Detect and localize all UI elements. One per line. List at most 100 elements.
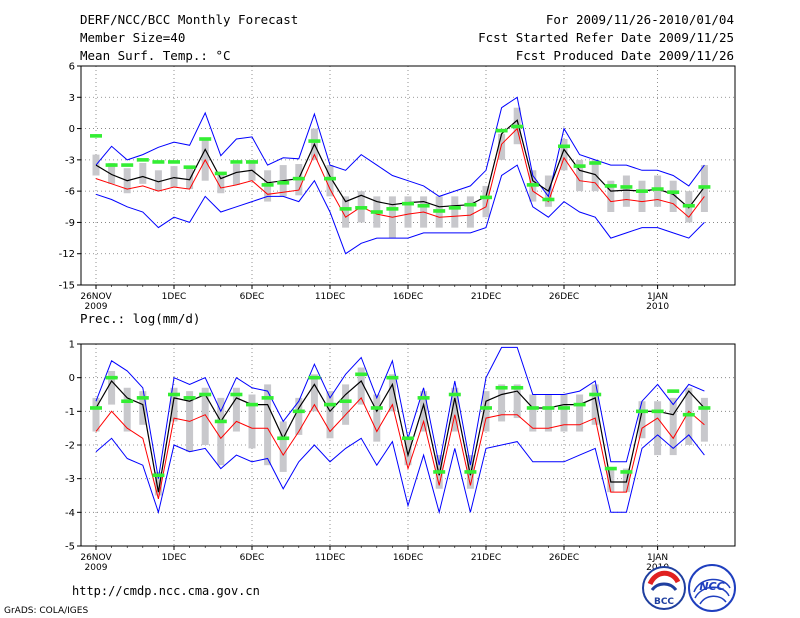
- prec-climatology-marker: [152, 473, 165, 478]
- prec-spread-bar: [232, 387, 240, 432]
- temp-ytick-label: -9: [65, 218, 75, 229]
- prec-spread-bar: [404, 438, 412, 466]
- prec-climatology-marker: [526, 406, 539, 410]
- prec-climatology-marker: [355, 372, 368, 377]
- prec-climatology-marker: [339, 399, 352, 404]
- temp-climatology-marker: [682, 203, 695, 208]
- prec-climatology-marker: [136, 396, 149, 400]
- temp-climatology-marker: [199, 137, 212, 141]
- prec-spread-bar: [342, 384, 350, 425]
- prec-spread-bar: [482, 391, 490, 432]
- prec-spread-bar: [92, 397, 100, 432]
- temp-spread-bar: [622, 175, 630, 207]
- temp-xtick-label: 11DEC: [315, 292, 345, 302]
- prec-spread-bar: [154, 471, 162, 496]
- logos: BCC NCC: [642, 564, 736, 612]
- prec-climatology-marker: [261, 396, 274, 400]
- temp-climatology-marker: [90, 134, 102, 138]
- prec-xtick-label: 26NOV: [80, 553, 112, 563]
- prec-spread-bar: [279, 421, 287, 472]
- temp-ytick-label: -12: [59, 249, 75, 260]
- prec-climatology-marker: [651, 409, 664, 414]
- prec-climatology-marker: [183, 396, 196, 400]
- prec-climatology-marker: [480, 406, 492, 410]
- forecast-period: For 2009/11/26-2010/01/04: [545, 12, 734, 27]
- prec-spread-bar: [264, 384, 272, 466]
- prec-climatology-marker: [230, 392, 243, 397]
- prec-spread-bar: [700, 397, 708, 442]
- temp-ensemble-min-line: [95, 164, 705, 255]
- temp-spread-bar: [654, 175, 662, 207]
- temp-climatology-marker: [448, 206, 461, 210]
- variable-label: Mean Surf. Temp.: °C: [80, 48, 231, 63]
- prec-climatology-marker: [277, 436, 290, 441]
- grads-credit: GrADS: COLA/IGES: [4, 606, 89, 616]
- temp-ensemble-max-line: [95, 96, 705, 198]
- temp-spread-bar: [108, 162, 116, 184]
- temp-spread-bar: [560, 139, 568, 171]
- prec-ytick-label: -2: [65, 441, 75, 452]
- prec-climatology-marker: [168, 392, 180, 397]
- prec-spread-bar: [388, 374, 396, 412]
- temp-ytick-label: 3: [69, 93, 75, 104]
- prec-spread-bar: [217, 397, 225, 466]
- prec-climatology-marker: [542, 406, 555, 410]
- temp-climatology-marker: [417, 203, 430, 208]
- temp-spread-bar: [170, 166, 178, 187]
- prec-climatology-marker: [511, 385, 524, 390]
- prec-xtick-label: 21DEC: [471, 553, 501, 563]
- temp-spread-bar: [466, 196, 474, 228]
- temp-spread-bar: [232, 164, 240, 185]
- temp-spread-bar: [139, 162, 147, 184]
- prec-ensemble-min-line: [95, 434, 705, 515]
- prec-climatology-marker: [105, 375, 118, 380]
- temp-climatology-marker: [183, 165, 196, 169]
- prec-xtick-label: 16DEC: [393, 553, 423, 563]
- temp-spread-bar: [607, 180, 615, 212]
- prec-climatology-marker: [667, 389, 680, 393]
- forecast-produced-date: Fcst Produced Date 2009/11/26: [515, 48, 734, 63]
- prec-xtick-label: 1JAN: [647, 553, 668, 563]
- temp-climatology-marker: [292, 176, 305, 181]
- prec-climatology-marker: [386, 375, 399, 380]
- prec-spread-bar: [123, 387, 131, 432]
- temp-ensemble-mean-line: [95, 127, 705, 218]
- temp-xtick-label: 1DEC: [162, 292, 187, 302]
- temp-climatology-marker: [308, 139, 321, 143]
- prec-spread-bar: [310, 374, 318, 412]
- temp-ytick-label: -3: [65, 155, 75, 166]
- member-size-label: Member Size=40: [80, 30, 186, 45]
- prec-spread-bar: [170, 387, 178, 422]
- prec-ytick-label: 0: [69, 373, 75, 384]
- temp-climatology-marker: [698, 185, 711, 189]
- prec-spread-bar: [326, 391, 334, 439]
- prec-spread-bar: [295, 397, 303, 435]
- temp-spread-bar: [638, 180, 646, 212]
- prec-spread-bar: [669, 397, 677, 456]
- prec-climatology-marker: [121, 399, 134, 404]
- prec-climatology-marker: [90, 406, 102, 410]
- prec-climatology-marker: [558, 406, 570, 410]
- bcc-logo: BCC: [642, 566, 686, 610]
- temp-climatology-marker: [136, 158, 149, 162]
- temp-climatology-marker: [620, 185, 633, 189]
- prec-climatology-marker: [370, 406, 383, 410]
- temp-climatology-marker: [105, 163, 118, 167]
- prec-climatology-marker: [620, 470, 633, 474]
- temp-xtick-label: 21DEC: [471, 292, 501, 302]
- temp-climatology-marker: [573, 164, 586, 168]
- temp-climatology-marker: [526, 183, 539, 187]
- prec-xtick-label: 11DEC: [315, 553, 345, 563]
- temp-climatology-marker: [370, 210, 383, 214]
- source-url[interactable]: http://cmdp.ncc.cma.gov.cn: [72, 584, 260, 598]
- prec-climatology-marker: [464, 470, 477, 474]
- prec-climatology-marker: [246, 402, 258, 407]
- prec-ytick-label: -4: [65, 508, 75, 519]
- temp-spread-bar: [451, 196, 459, 228]
- prec-ytick-label: -3: [65, 474, 75, 485]
- temp-ensemble-median-line: [95, 119, 705, 209]
- ncc-logo: NCC: [688, 564, 736, 612]
- ncc-logo-text: NCC: [699, 580, 724, 593]
